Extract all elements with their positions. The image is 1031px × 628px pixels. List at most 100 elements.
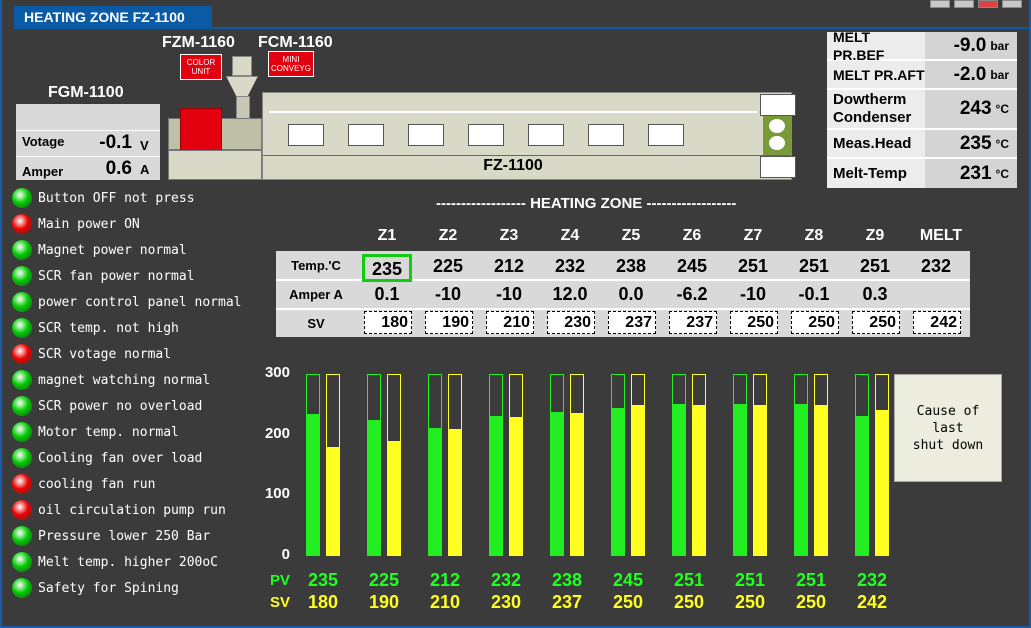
row-label-temp: Temp.'C	[291, 258, 341, 273]
bar-pv-frame	[611, 374, 625, 556]
barrel-label: FZ-1100	[483, 157, 543, 174]
bar-sv	[693, 405, 705, 555]
y-tick-label: 100	[264, 485, 290, 503]
bar-pv	[856, 415, 868, 555]
zone-temp-cell: 212	[493, 256, 525, 276]
zone-sv-input[interactable]: 237	[669, 311, 717, 334]
measurement-unit: bar	[990, 38, 1009, 53]
status-item: Melt temp. higher 200oC	[12, 551, 282, 573]
pv-value-label: 251	[673, 570, 705, 590]
sv-value-label: 180	[307, 592, 339, 612]
zone-sv-input[interactable]: 250	[730, 311, 778, 334]
minimize-button[interactable]	[930, 0, 950, 8]
fgm-label: FGM-1100	[48, 84, 124, 101]
zone-sv-input[interactable]: 230	[547, 311, 595, 334]
mini-conveyor-box[interactable]: MINI CONVEYG	[268, 51, 314, 77]
status-item: Safety for Spining	[12, 577, 282, 599]
zone-temp-cell: 232	[920, 256, 952, 276]
amper-unit: A	[140, 162, 150, 177]
measurement-value: 235	[959, 132, 992, 154]
bar-sv	[449, 429, 461, 555]
window-button[interactable]	[1002, 0, 1022, 8]
bar-sv-frame	[753, 374, 767, 556]
zone-amper-cell: -6.2	[676, 284, 708, 304]
zone-sv-input[interactable]: 210	[486, 311, 534, 334]
zone-header: MELT	[919, 227, 963, 244]
close-button[interactable]	[978, 0, 998, 8]
hopper-neck	[236, 96, 250, 120]
zone-temp-cell: 251	[798, 256, 830, 276]
bar-pv	[551, 412, 563, 555]
status-item: SCR power no overload	[12, 395, 282, 417]
zone-sv-input[interactable]: 237	[608, 311, 656, 334]
barrel: FZ-1100	[262, 92, 792, 180]
bar-pv-frame	[550, 374, 564, 556]
sv-value-label: 250	[673, 592, 705, 612]
measurement-table: MELT PR.BEF -9.0 bar MELT PR.AFT -2.0 bar …	[827, 29, 1017, 188]
bar-sv	[815, 405, 827, 555]
measurement-label: MELT PR.AFT	[827, 61, 925, 88]
status-led-icon	[12, 396, 32, 416]
bar-pv-frame	[367, 374, 381, 556]
status-led-icon	[12, 448, 32, 468]
zone-temp-cell: 232	[554, 256, 586, 276]
status-label: Melt temp. higher 200oC	[38, 554, 219, 570]
zone-temp-cell: 251	[737, 256, 769, 276]
heater-icon	[348, 124, 384, 146]
bar-sv-frame	[570, 374, 584, 556]
zone-header: Z4	[560, 227, 580, 244]
status-label: oil circulation pump run	[38, 502, 226, 518]
bar-sv	[632, 405, 644, 555]
status-led-icon	[12, 240, 32, 260]
y-tick-label: 0	[281, 546, 290, 563]
zone-sv-input[interactable]: 180	[364, 311, 412, 334]
zone-sv-input[interactable]: 190	[425, 311, 473, 334]
status-led-icon	[12, 552, 32, 572]
status-item: magnet watching normal	[12, 369, 282, 391]
heater-icon	[288, 124, 324, 146]
zone-temp-cell: 238	[615, 256, 647, 276]
heater-icon	[760, 94, 796, 116]
color-unit-box[interactable]: COLOR UNIT	[180, 54, 222, 80]
status-led-icon	[12, 422, 32, 442]
bar-sv-frame	[631, 374, 645, 556]
pv-value-label: 245	[612, 570, 644, 590]
measurement-value: 243	[959, 98, 992, 119]
status-label: SCR power no overload	[38, 398, 203, 414]
sv-value-label: 190	[368, 592, 400, 612]
status-label: SCR fan power normal	[38, 268, 195, 284]
bar-pv	[734, 404, 746, 555]
status-led-icon	[12, 370, 32, 390]
maximize-button[interactable]	[954, 0, 974, 8]
measurement-value: -2.0	[953, 63, 987, 85]
bar-pv-frame	[428, 374, 442, 556]
status-led-icon	[12, 266, 32, 286]
status-led-icon	[12, 292, 32, 312]
zone-amper-cell: -0.1	[798, 284, 830, 304]
bar-sv	[510, 417, 522, 555]
measurement-row: Melt-Temp 231 °C	[827, 159, 1017, 188]
status-label: Main power ON	[38, 216, 140, 232]
status-label: cooling fan run	[38, 476, 156, 492]
bar-pv-frame	[672, 374, 686, 556]
zone-sv-input[interactable]: 242	[913, 311, 961, 334]
status-item: Motor temp. normal	[12, 421, 282, 443]
bar-pv	[429, 427, 441, 555]
pv-value-label: 251	[795, 570, 827, 590]
zone-header: Z3	[499, 227, 519, 244]
y-tick-label: 200	[264, 424, 290, 442]
zone-sv-input[interactable]: 250	[791, 311, 839, 334]
heater-icon	[528, 124, 564, 146]
zone-sv-input[interactable]: 250	[852, 311, 900, 334]
row-label-amper: Amper A	[289, 287, 343, 302]
cause-of-last-shutdown-button[interactable]: Cause of last shut down	[894, 374, 1002, 482]
bar-sv-frame	[387, 374, 401, 556]
status-label: Button OFF not press	[38, 190, 195, 206]
amper-value: 0.6	[105, 158, 132, 179]
measurement-row: Dowtherm Condenser 243 °C	[827, 90, 1017, 130]
sv-value-label: 230	[490, 592, 522, 612]
pv-value-label: 212	[429, 570, 461, 590]
status-label: Cooling fan over load	[38, 450, 203, 466]
votage-unit: V	[140, 138, 149, 153]
